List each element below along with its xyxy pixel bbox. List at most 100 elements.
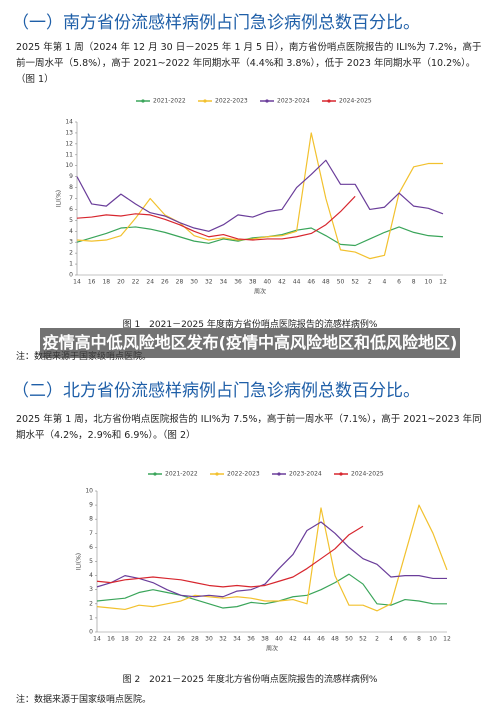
- y-tick-label: 7: [69, 195, 73, 202]
- y-tick-label: 0: [69, 272, 73, 279]
- x-tick-label: 46: [307, 279, 315, 286]
- x-tick-label: 18: [121, 636, 129, 643]
- x-tick-label: 28: [176, 279, 184, 286]
- x-tick-label: 30: [190, 279, 198, 286]
- y-tick-label: 4: [69, 228, 73, 235]
- x-tick-label: 20: [135, 636, 143, 643]
- x-tick-label: 4: [383, 279, 387, 286]
- x-tick-label: 44: [293, 279, 301, 286]
- y-tick-label: 10: [65, 162, 73, 169]
- x-tick-label: 18: [102, 279, 110, 286]
- x-tick-label: 32: [219, 636, 227, 643]
- legend-label: 2024-2025: [351, 471, 384, 478]
- y-tick-label: 8: [69, 184, 73, 191]
- x-tick-label: 24: [146, 279, 154, 286]
- x-tick-label: 10: [429, 636, 437, 643]
- legend-label: 2021-2022: [153, 98, 186, 105]
- x-tick-label: 38: [249, 279, 257, 286]
- x-axis-title: 周次: [254, 288, 266, 296]
- x-tick-label: 52: [351, 279, 359, 286]
- y-tick-label: 9: [89, 502, 93, 509]
- x-tick-label: 2: [368, 279, 372, 286]
- y-tick-label: 13: [65, 129, 73, 136]
- y-tick-label: 1: [89, 614, 93, 621]
- x-tick-label: 22: [149, 636, 157, 643]
- y-tick-label: 5: [89, 558, 93, 565]
- x-tick-label: 26: [177, 636, 185, 643]
- series-line: [76, 226, 444, 247]
- y-tick-label: 2: [89, 600, 93, 607]
- y-tick-label: 6: [69, 206, 73, 213]
- x-tick-label: 48: [322, 279, 330, 286]
- series-line: [96, 521, 447, 598]
- y-tick-label: 10: [85, 488, 93, 495]
- caption: 图 1 2021－2025 年度南方省份哨点医院报告的流感样病例%: [122, 320, 378, 330]
- x-tick-label: 44: [303, 636, 311, 643]
- x-tick-label: 10: [425, 279, 433, 286]
- x-tick-label: 34: [233, 636, 241, 643]
- x-tick-label: 40: [275, 636, 283, 643]
- y-tick-label: 3: [69, 239, 73, 246]
- y-tick-label: 2: [69, 250, 73, 257]
- x-tick-label: 16: [107, 636, 115, 643]
- legend-label: 2023-2024: [277, 98, 310, 105]
- series-line: [76, 132, 443, 260]
- y-tick-label: 0: [89, 629, 93, 636]
- x-tick-label: 22: [132, 279, 140, 286]
- overlay-banner: 疫情高中低风险地区发布(疫情中高风险地区和低风险地区): [40, 328, 460, 358]
- x-tick-label: 6: [397, 279, 401, 286]
- x-tick-label: 50: [345, 636, 353, 643]
- legend-label: 2022-2023: [215, 98, 248, 105]
- y-axis-title: ILI(%): [76, 553, 83, 570]
- x-tick-label: 12: [443, 636, 451, 643]
- paragraph: 2025 年第 1 周，北方省份哨点医院报告的 ILI%为 7.5%，高于前一周…: [16, 414, 482, 441]
- y-tick-label: 11: [65, 151, 73, 158]
- x-axis-title: 周次: [266, 645, 278, 653]
- legend-label: 2022-2023: [227, 471, 260, 478]
- y-tick-label: 4: [89, 572, 93, 579]
- x-tick-label: 2: [375, 636, 379, 643]
- y-tick-label: 1: [69, 261, 73, 268]
- legend-label: 2023-2024: [289, 471, 322, 478]
- legend-marker: [153, 472, 157, 476]
- x-tick-label: 8: [412, 279, 416, 286]
- y-axis-title: ILI(%): [56, 190, 63, 207]
- y-tick-label: 12: [65, 140, 73, 147]
- x-tick-label: 30: [205, 636, 213, 643]
- y-tick-label: 14: [65, 119, 73, 126]
- legend-label: 2021-2022: [165, 471, 198, 478]
- x-tick-label: 24: [163, 636, 171, 643]
- y-tick-label: 5: [69, 217, 73, 224]
- x-tick-label: 42: [289, 636, 297, 643]
- x-tick-label: 20: [117, 279, 125, 286]
- x-tick-label: 48: [331, 636, 339, 643]
- x-tick-label: 14: [73, 279, 81, 286]
- y-tick-label: 7: [89, 530, 93, 537]
- legend-label: 2024-2025: [339, 98, 372, 105]
- legend-marker: [277, 472, 281, 476]
- x-tick-label: 46: [317, 636, 325, 643]
- series-line: [76, 159, 444, 232]
- x-tick-label: 8: [417, 636, 421, 643]
- legend-marker: [141, 99, 145, 103]
- legend-marker: [339, 472, 343, 476]
- y-tick-label: 8: [89, 516, 93, 523]
- caption: 图 2 2021－2025 年度北方省份哨点医院报告的流感样病例%: [122, 675, 378, 685]
- x-tick-label: 28: [191, 636, 199, 643]
- x-tick-label: 50: [337, 279, 345, 286]
- x-tick-label: 36: [234, 279, 242, 286]
- heading: （二）北方省份流感样病例占门急诊病例总数百分比。: [12, 381, 420, 401]
- x-tick-label: 16: [88, 279, 96, 286]
- x-tick-label: 12: [439, 279, 447, 286]
- series-line: [96, 525, 364, 588]
- x-tick-label: 6: [403, 636, 407, 643]
- x-tick-label: 36: [247, 636, 255, 643]
- note: 注：数据来源于国家级哨点医院。: [16, 695, 152, 705]
- series-line: [96, 504, 448, 612]
- series-line: [76, 195, 356, 241]
- paragraph: 2025 年第 1 周（2024 年 12 月 30 日－2025 年 1 月 …: [16, 42, 482, 85]
- legend-marker: [265, 99, 269, 103]
- legend-marker: [203, 99, 207, 103]
- x-tick-label: 52: [359, 636, 367, 643]
